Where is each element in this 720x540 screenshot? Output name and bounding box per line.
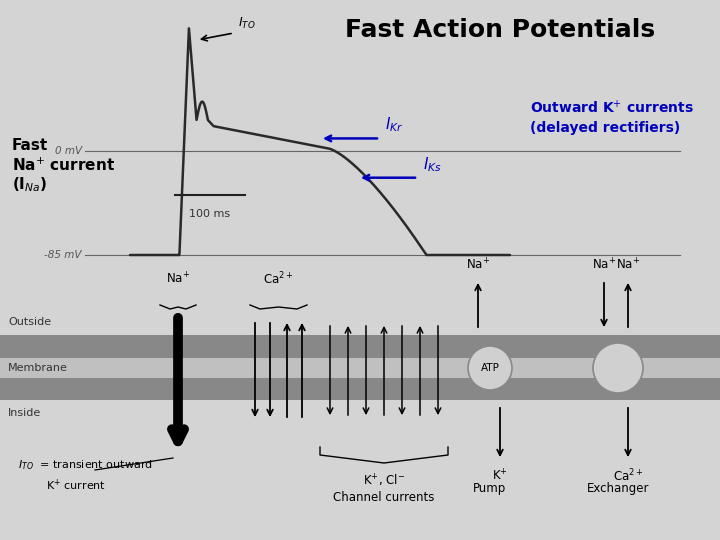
Text: Channel currents: Channel currents	[333, 491, 435, 504]
Text: $I_{TO}$  = transient outward: $I_{TO}$ = transient outward	[18, 458, 153, 472]
Text: Na$^{+}$ current: Na$^{+}$ current	[12, 157, 115, 174]
Circle shape	[593, 343, 643, 393]
Text: ATP: ATP	[480, 363, 500, 373]
Text: $I_{TO}$: $I_{TO}$	[238, 16, 256, 31]
Text: 0 mV: 0 mV	[55, 146, 82, 156]
Text: Ca$^{2+}$: Ca$^{2+}$	[264, 271, 294, 287]
Text: K$^{+}$: K$^{+}$	[492, 468, 508, 483]
Text: -85 mV: -85 mV	[45, 250, 82, 260]
Bar	[0, 290, 720, 540]
Text: Na$^{+}$: Na$^{+}$	[466, 258, 490, 273]
Text: 100 ms: 100 ms	[189, 209, 230, 219]
Text: K$^{+}$, Cl$^{-}$: K$^{+}$, Cl$^{-}$	[363, 473, 405, 489]
Text: Membrane: Membrane	[8, 363, 68, 373]
Text: Pump: Pump	[473, 482, 507, 495]
Text: $I_{Ks}$: $I_{Ks}$	[423, 155, 442, 174]
Circle shape	[468, 346, 512, 390]
Text: Ca$^{2+}$: Ca$^{2+}$	[613, 468, 643, 484]
Text: K$^{+}$ current: K$^{+}$ current	[46, 477, 106, 492]
Text: Na$^{+}$: Na$^{+}$	[166, 272, 190, 287]
Text: $I_{Kr}$: $I_{Kr}$	[385, 116, 403, 134]
Text: (I$_{Na}$): (I$_{Na}$)	[12, 176, 48, 194]
Text: Outward K$^{+}$ currents: Outward K$^{+}$ currents	[530, 99, 693, 117]
Text: Exchanger: Exchanger	[587, 482, 649, 495]
Text: Fast: Fast	[12, 138, 48, 152]
Text: Na$^{+}$: Na$^{+}$	[616, 258, 640, 273]
Text: Fast Action Potentials: Fast Action Potentials	[345, 18, 655, 42]
Text: Outside: Outside	[8, 317, 51, 327]
Bar	[0, 0, 720, 290]
Text: Na$^{+}$: Na$^{+}$	[592, 258, 616, 273]
Text: (delayed rectifiers): (delayed rectifiers)	[530, 121, 680, 135]
Bar	[0, 358, 720, 378]
Bar	[0, 335, 720, 358]
Text: Inside: Inside	[8, 408, 41, 418]
Bar	[0, 378, 720, 400]
